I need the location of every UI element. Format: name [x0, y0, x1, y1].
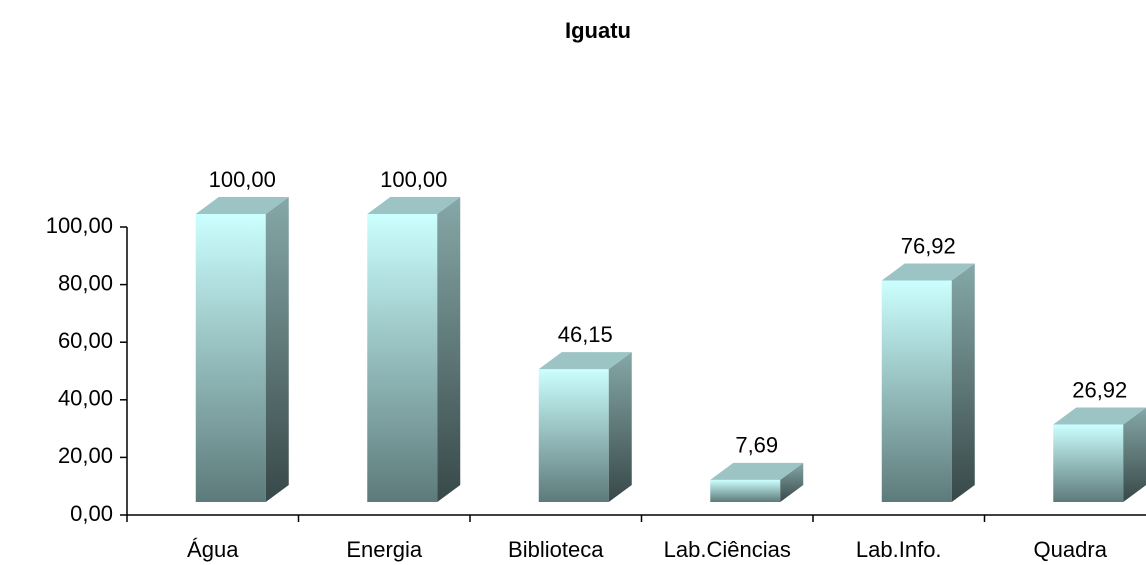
bar	[710, 479, 781, 502]
chart-title: Iguatu	[565, 18, 631, 43]
bar	[881, 280, 952, 502]
value-label: 26,92	[1072, 377, 1127, 402]
bar-side	[1123, 407, 1146, 502]
bar-top	[195, 197, 289, 214]
value-label: 100,00	[380, 167, 447, 192]
bar-top	[710, 462, 804, 480]
y-tick-label: 40,00	[58, 386, 113, 411]
value-label: 76,92	[901, 233, 956, 258]
bar-side	[608, 352, 632, 502]
x-tick-label: Biblioteca	[508, 537, 604, 562]
y-tick-label: 60,00	[58, 328, 113, 353]
bar-top	[881, 263, 975, 281]
bar-top	[1053, 407, 1146, 425]
y-tick-label: 0,00	[70, 501, 113, 526]
bar	[1053, 424, 1124, 502]
bar-top	[367, 197, 461, 214]
x-tick-label: Lab.Info.	[856, 537, 942, 562]
bar-side	[780, 462, 804, 502]
y-tick-label: 20,00	[58, 443, 113, 468]
x-tick-label: Quadra	[1034, 537, 1108, 562]
x-tick-label: Lab.Ciências	[664, 537, 791, 562]
bar-top	[538, 352, 632, 370]
value-label: 7,69	[735, 433, 778, 458]
value-label: 100,00	[209, 167, 276, 192]
x-tick-label: Energia	[346, 537, 423, 562]
bar	[367, 214, 438, 502]
bar-side	[437, 197, 461, 502]
bar	[195, 214, 266, 502]
x-tick-label: Água	[187, 537, 239, 562]
y-tick-label: 80,00	[58, 270, 113, 295]
value-label: 46,15	[558, 322, 613, 347]
bar	[538, 369, 609, 502]
bar-side	[951, 263, 975, 502]
y-tick-label: 100,00	[46, 213, 113, 238]
bar-side	[265, 197, 289, 502]
